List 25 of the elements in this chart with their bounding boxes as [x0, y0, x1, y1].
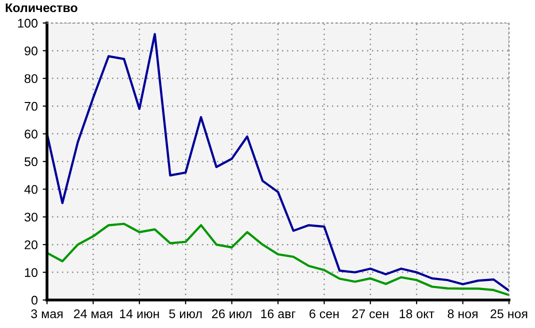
y-tick-label: 70 — [24, 102, 38, 111]
y-axis-title: Количество — [6, 3, 78, 12]
x-tick-label: 3 мая — [31, 309, 63, 318]
x-tick-label: 18 окт — [400, 309, 434, 318]
x-tick-label: 5 июл — [169, 309, 202, 318]
x-tick-label: 25 ноя — [490, 309, 528, 318]
line-series — [47, 32, 509, 292]
y-tick-label: 90 — [24, 46, 38, 56]
x-tick-label: 26 июл — [212, 309, 252, 318]
x-tick-label: 16 авг — [261, 309, 296, 318]
x-tick-label: 27 сен — [352, 309, 388, 318]
y-tick-label: 20 — [24, 240, 38, 250]
x-tick-label: 14 июн — [120, 309, 159, 318]
y-tick-label: 60 — [24, 130, 38, 138]
x-tick-label: 6 сен — [310, 309, 339, 318]
y-tick-label: 50 — [24, 157, 38, 166]
y-tick-label: 0 — [32, 296, 38, 305]
y-tick-label: 40 — [24, 185, 38, 194]
y-tick-label: 30 — [24, 212, 38, 222]
line-series — [47, 222, 509, 296]
x-tick-label: 8 ноя — [448, 309, 478, 318]
y-tick-label: 100 — [18, 18, 38, 28]
y-tick-label: 80 — [24, 74, 38, 84]
y-tick-label: 10 — [25, 268, 38, 277]
x-tick-label: 24 мая — [74, 309, 112, 318]
